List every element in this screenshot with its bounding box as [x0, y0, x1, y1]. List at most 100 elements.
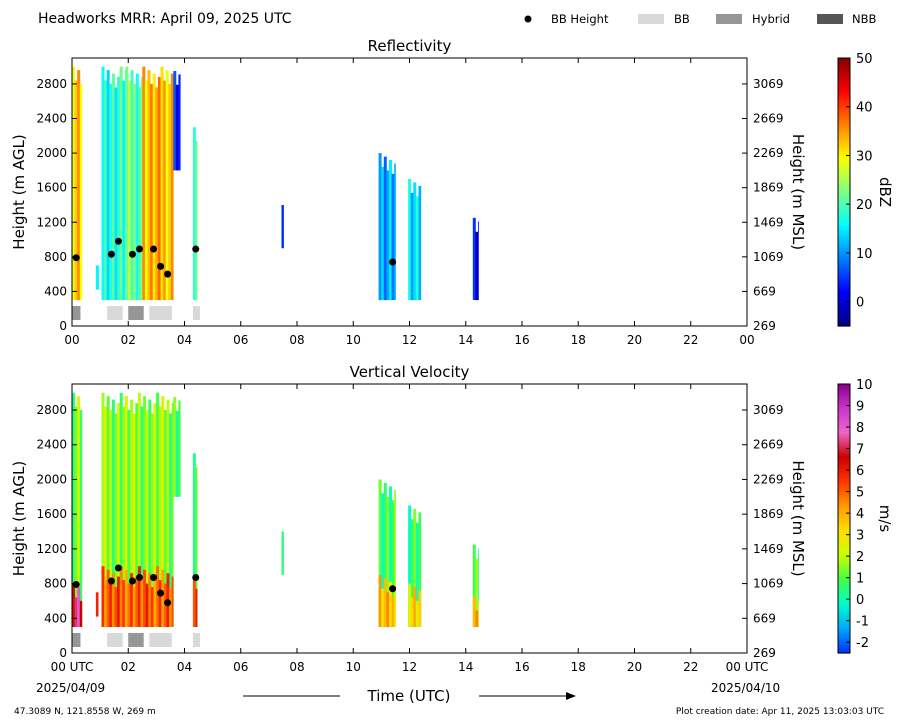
- echo-column: [192, 574, 196, 627]
- colorbar-segment: [838, 590, 850, 594]
- colorbar-segment: [838, 145, 850, 148]
- colorbar-segment: [838, 451, 850, 455]
- colorbar-segment: [838, 549, 850, 553]
- colorbar-frame: [837, 57, 851, 327]
- y-tick-label: 0: [59, 646, 67, 660]
- vertical-velocity-panel: Vertical Velocity 00 UTC 02 04 06 08 10 12 14 16 1…: [10, 363, 807, 674]
- echo-column: [178, 74, 181, 171]
- echo-column: [106, 569, 110, 627]
- colorbar-segment: [838, 572, 850, 576]
- echo-column: [145, 583, 149, 627]
- colorbar-segment: [838, 294, 850, 298]
- echo-column: [79, 410, 83, 627]
- colorbar-segment: [838, 565, 850, 569]
- colorbar-segment: [838, 288, 850, 291]
- bb-type-segment-bb: [149, 306, 172, 320]
- echo-column: [161, 396, 165, 627]
- colorbar-segment: [838, 525, 850, 529]
- echo-column: [114, 587, 118, 627]
- colorbar-segment: [838, 232, 850, 236]
- colorbar-segment: [838, 238, 850, 242]
- colorbar-segment: [838, 594, 850, 598]
- echo-column: [104, 406, 108, 627]
- colorbar-segment: [838, 605, 850, 609]
- y-tick-label-right: 269: [753, 646, 776, 660]
- echo-column: [413, 182, 417, 301]
- y-tick-label-right: 1869: [753, 507, 784, 521]
- colorbar-segment: [838, 518, 850, 522]
- echo-column: [415, 196, 419, 300]
- colorbar-segment: [838, 554, 850, 558]
- colorbar-segment: [838, 299, 850, 303]
- colorbar-segment: [838, 417, 850, 421]
- colorbar-segment: [838, 200, 850, 204]
- echo-column: [163, 80, 167, 301]
- colorbar-segment: [838, 516, 850, 520]
- x-tick-label: 02: [121, 333, 136, 347]
- colorbar-segment: [838, 608, 850, 612]
- echo-column: [175, 410, 179, 497]
- colorbar-segment: [838, 138, 850, 142]
- echo-column: [158, 406, 162, 627]
- echo-column: [173, 71, 177, 171]
- colorbar-segment: [838, 422, 850, 425]
- figure-title: Headworks MRR: April 09, 2025 UTC: [38, 11, 292, 27]
- colorbar-segment: [838, 534, 850, 538]
- colorbar-segment: [838, 263, 850, 267]
- bb-height-point: [192, 574, 200, 582]
- colorbar-segment: [838, 131, 850, 135]
- colorbar-segment: [838, 236, 850, 240]
- velocity-colorbar: -2 -1 0 1 2 3 4 5 6 7 8 9 10 m/s: [837, 378, 894, 654]
- echo-column: [150, 83, 154, 301]
- colorbar-segment: [838, 158, 850, 162]
- echo-column: [74, 80, 78, 301]
- bb-height-point: [128, 250, 136, 258]
- echo-column: [155, 87, 159, 301]
- colorbar-segment: [838, 276, 850, 280]
- bb-height-point: [192, 245, 200, 253]
- echo-column: [389, 160, 392, 301]
- x-tick-label: 00 UTC: [726, 660, 769, 674]
- echo-column: [410, 597, 414, 627]
- colorbar-segment: [838, 583, 850, 587]
- colorbar-tick-label: 7: [856, 443, 864, 458]
- colorbar-segment: [838, 574, 850, 578]
- colorbar-segment: [838, 185, 850, 189]
- bb-type-segment-bb: [149, 633, 172, 647]
- nbb-legend-swatch: [817, 14, 843, 24]
- echo-column: [378, 574, 382, 627]
- x-tick-label: 12: [402, 660, 417, 674]
- y-tick-label: 1600: [36, 181, 67, 195]
- echo-column: [475, 610, 479, 627]
- echo-column: [150, 587, 154, 627]
- bb-height-point: [72, 580, 80, 588]
- colorbar-segment: [838, 440, 850, 443]
- colorbar-segment: [838, 538, 850, 542]
- colorbar-segment: [838, 241, 850, 244]
- echo-column: [111, 73, 115, 301]
- colorbar-segment: [838, 545, 850, 549]
- echo-column: [413, 587, 417, 627]
- colorbar-segment: [838, 82, 850, 86]
- colorbar-segment: [838, 125, 850, 128]
- echo-column: [156, 566, 160, 627]
- panel-title: Vertical Velocity: [350, 363, 470, 381]
- x-tick-label: 06: [233, 660, 248, 674]
- colorbar-segment: [838, 254, 850, 258]
- bb-height-point: [128, 577, 136, 585]
- echo-column: [138, 87, 142, 301]
- echo-column: [140, 406, 144, 627]
- colorbar-tick-label: 10: [856, 247, 873, 262]
- colorbar-segment: [838, 151, 850, 155]
- echo-column: [79, 83, 83, 301]
- colorbar-segment: [838, 129, 850, 133]
- colorbar-segment: [838, 64, 850, 68]
- colorbar-segment: [838, 142, 850, 146]
- colorbar-segment: [838, 413, 850, 416]
- colorbar-segment: [838, 107, 850, 110]
- echo-column: [161, 569, 165, 627]
- colorbar-segment: [838, 428, 850, 432]
- colorbar-segment: [838, 71, 850, 75]
- bb-height-legend-marker: [524, 15, 532, 23]
